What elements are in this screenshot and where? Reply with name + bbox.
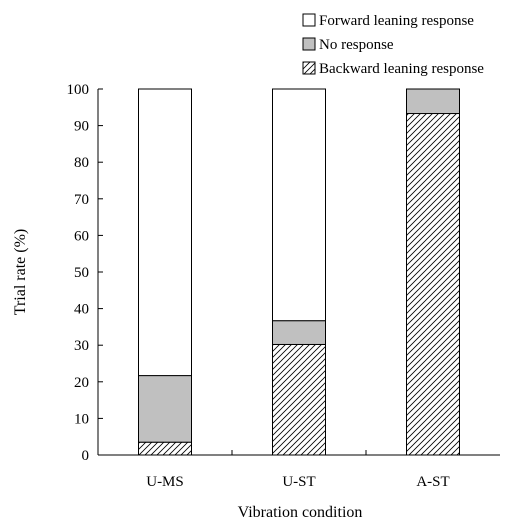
y-tick-label-80: 80 [74, 155, 89, 171]
x-tick-label-u-st: U-ST [282, 474, 315, 490]
y-axis-label: Trial rate (%) [12, 229, 29, 316]
bar-u-st-no-response [272, 320, 326, 345]
legend-label-no-response: No response [319, 37, 394, 53]
bar-a-st-backward-leaning-response [406, 113, 460, 456]
y-tick-label-60: 60 [74, 228, 89, 244]
x-axis: U-MS U-ST A-ST [98, 450, 500, 490]
legend-swatch-no-response [302, 37, 316, 51]
y-tick-label-30: 30 [74, 338, 89, 354]
bars [138, 88, 460, 456]
legend-label-forward-leaning-response: Forward leaning response [319, 13, 474, 29]
x-axis-label: Vibration condition [238, 504, 363, 520]
y-tick-label-0: 0 [82, 448, 90, 464]
bar-u-ms-no-response [138, 375, 192, 443]
bar-u-ms-backward-leaning-response [138, 441, 192, 456]
legend-swatch-backward-leaning-response [302, 61, 316, 75]
legend-swatch-forward-leaning-response [302, 13, 316, 27]
bar-a-st-no-response [406, 88, 460, 115]
y-tick-label-70: 70 [74, 192, 89, 208]
bar-u-st-backward-leaning-response [272, 343, 326, 456]
bar-u-ms-forward-leaning-response [138, 88, 192, 377]
y-tick-label-90: 90 [74, 119, 89, 135]
y-tick-label-100: 100 [67, 82, 90, 98]
y-tick-label-20: 20 [74, 375, 89, 391]
y-tick-label-40: 40 [74, 302, 89, 318]
legend-label-backward-leaning-response: Backward leaning response [319, 61, 484, 77]
legend: Forward leaning response No response Backw… [302, 13, 484, 77]
y-tick-label-10: 10 [74, 411, 89, 427]
x-tick-label-u-ms: U-MS [146, 474, 184, 490]
bar-u-st-forward-leaning-response [272, 88, 326, 322]
x-tick-label-a-st: A-ST [416, 474, 449, 490]
y-tick-label-50: 50 [74, 265, 89, 281]
y-axis: 0 10 20 30 40 50 60 70 80 90 100 [67, 82, 103, 464]
